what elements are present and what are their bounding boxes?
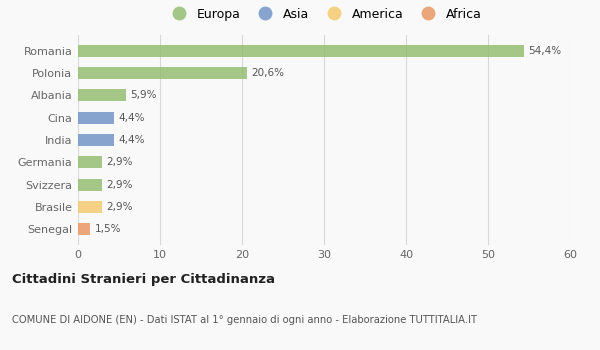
Bar xyxy=(78,156,102,168)
Text: 20,6%: 20,6% xyxy=(251,68,284,78)
Text: 2,9%: 2,9% xyxy=(106,158,133,167)
Text: 4,4%: 4,4% xyxy=(118,113,145,122)
Bar xyxy=(78,89,127,101)
Bar xyxy=(78,67,247,79)
Bar xyxy=(78,223,90,236)
Text: 54,4%: 54,4% xyxy=(528,46,562,56)
Legend: Europa, Asia, America, Africa: Europa, Asia, America, Africa xyxy=(163,4,485,25)
Text: COMUNE DI AIDONE (EN) - Dati ISTAT al 1° gennaio di ogni anno - Elaborazione TUT: COMUNE DI AIDONE (EN) - Dati ISTAT al 1°… xyxy=(12,315,477,325)
Text: 2,9%: 2,9% xyxy=(106,180,133,190)
Bar xyxy=(78,178,102,191)
Text: 1,5%: 1,5% xyxy=(94,224,121,234)
Bar xyxy=(78,112,114,124)
Text: 5,9%: 5,9% xyxy=(130,90,157,100)
Bar xyxy=(78,134,114,146)
Bar xyxy=(78,201,102,213)
Text: Cittadini Stranieri per Cittadinanza: Cittadini Stranieri per Cittadinanza xyxy=(12,273,275,286)
Text: 4,4%: 4,4% xyxy=(118,135,145,145)
Text: 2,9%: 2,9% xyxy=(106,202,133,212)
Bar xyxy=(78,44,524,57)
